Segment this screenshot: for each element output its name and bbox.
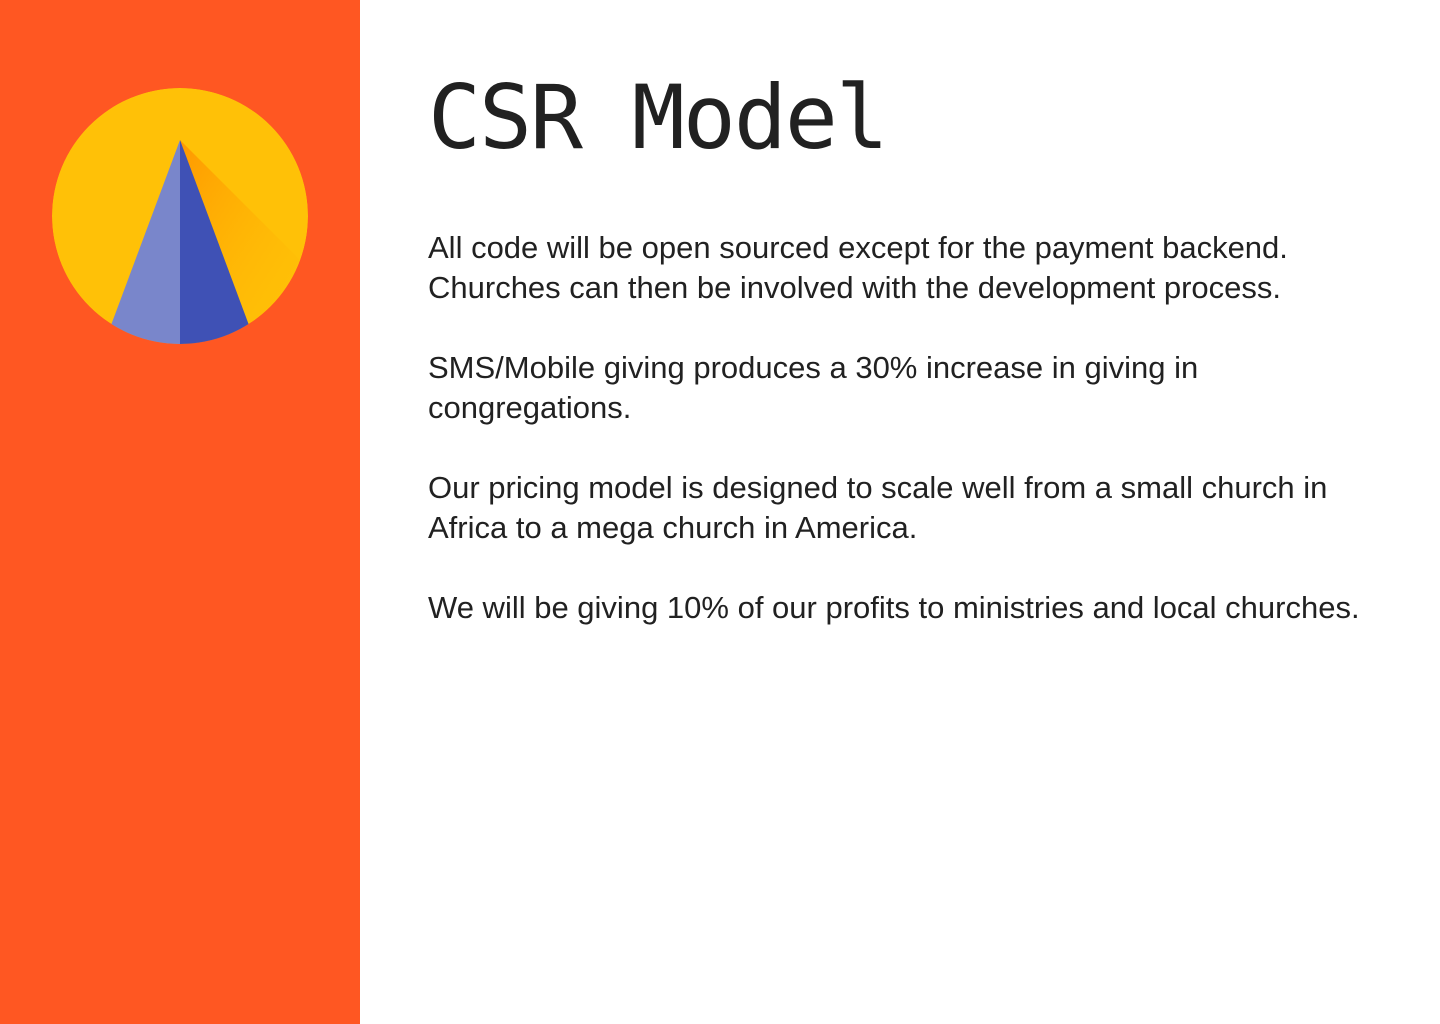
sidebar-panel: [0, 0, 360, 1024]
slide-title: CSR Model: [428, 68, 887, 168]
paragraph-mobile-giving: SMS/Mobile giving produces a 30% increas…: [428, 348, 1368, 428]
paragraph-open-source: All code will be open sourced except for…: [428, 228, 1368, 308]
paragraph-pricing-model: Our pricing model is designed to scale w…: [428, 468, 1368, 548]
pyramid-sun-logo-icon: [52, 88, 308, 344]
paragraph-giving-profits: We will be giving 10% of our profits to …: [428, 588, 1368, 628]
